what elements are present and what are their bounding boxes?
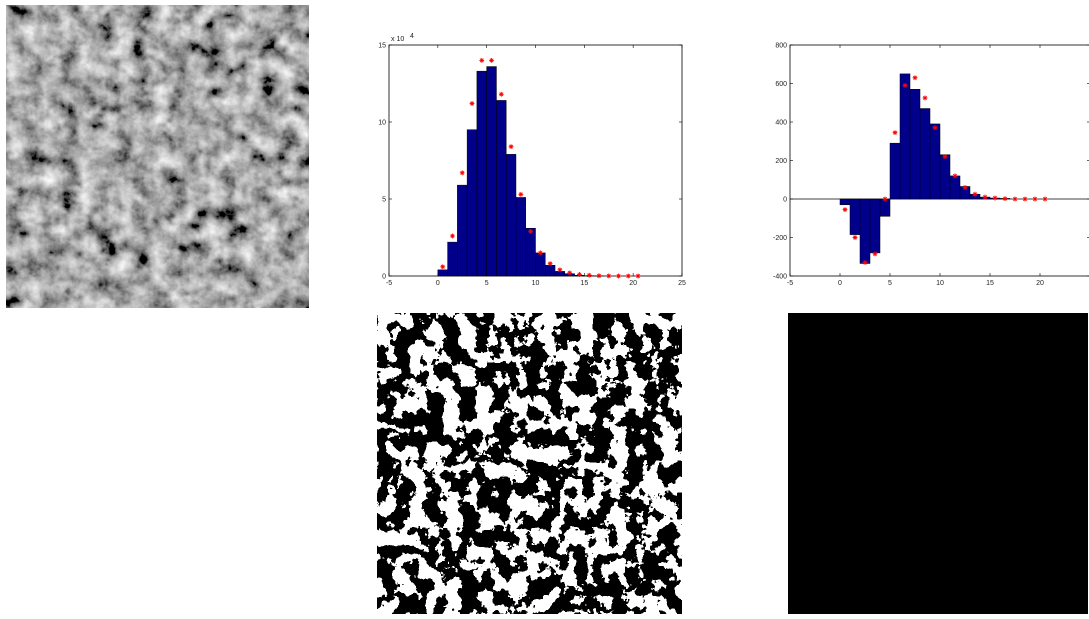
data-point-marker — [508, 144, 514, 150]
bar — [447, 241, 458, 277]
bar — [839, 198, 851, 206]
y-tick-label: 0 — [783, 197, 787, 204]
bar — [909, 89, 921, 200]
data-point-marker — [586, 272, 592, 278]
bar — [879, 198, 891, 217]
y-tick-label: -200 — [773, 235, 787, 242]
x-tick-label: 20 — [629, 280, 637, 287]
texture-image — [6, 5, 309, 308]
data-point-marker — [469, 101, 475, 106]
bar — [859, 198, 871, 264]
data-point-marker — [498, 91, 504, 97]
data-point-marker — [872, 251, 878, 257]
bar — [545, 264, 556, 277]
data-point-marker — [902, 83, 908, 88]
data-point-marker — [528, 228, 534, 234]
bar — [919, 108, 931, 200]
y-tick-label: 0 — [382, 274, 386, 281]
bar — [929, 123, 941, 200]
data-point-marker — [852, 235, 858, 240]
binary-image-low-threshold — [6, 313, 309, 614]
x-tick-label: 5 — [485, 280, 489, 287]
binary-image-mid-threshold — [377, 313, 682, 614]
data-point-marker — [489, 58, 494, 63]
data-point-marker — [518, 191, 524, 197]
y-tick-label: 200 — [775, 158, 787, 165]
data-point-marker — [912, 75, 918, 81]
data-point-marker — [932, 125, 938, 131]
data-point-marker — [440, 264, 446, 270]
data-point-marker — [459, 170, 465, 176]
data-point-marker — [567, 270, 573, 276]
x-tick-label: -5 — [386, 280, 392, 287]
bar — [899, 73, 911, 200]
data-point-marker — [547, 261, 553, 267]
bar — [496, 100, 507, 277]
data-point-marker — [616, 273, 621, 279]
data-point-marker — [1032, 196, 1038, 202]
bar — [505, 154, 517, 277]
data-point-marker — [635, 273, 641, 279]
data-point-marker — [537, 250, 543, 256]
data-point-marker — [606, 273, 612, 279]
data-point-marker — [450, 233, 455, 239]
bar — [457, 184, 468, 277]
y-tick-label: 400 — [775, 120, 787, 127]
bar — [869, 198, 881, 254]
y-axis-multiplier: x 10 — [391, 36, 404, 43]
bar — [939, 154, 951, 200]
y-tick-label: 5 — [382, 197, 386, 204]
data-point-marker — [557, 267, 563, 273]
data-point-marker — [1022, 196, 1028, 202]
y-tick-label: -400 — [773, 274, 787, 281]
data-point-marker — [892, 130, 898, 135]
binary-image-high-threshold — [788, 313, 1088, 614]
data-point-marker — [1042, 196, 1048, 202]
x-tick-label: 15 — [580, 280, 588, 287]
y-tick-label: 800 — [775, 43, 787, 50]
data-point-marker — [942, 154, 948, 160]
data-point-marker — [922, 95, 928, 101]
bar — [849, 198, 861, 235]
x-tick-label: -5 — [787, 280, 793, 287]
x-tick-label: 20 — [1036, 280, 1044, 287]
data-point-marker — [625, 273, 631, 279]
data-point-marker — [842, 207, 848, 212]
bar — [437, 269, 448, 277]
data-point-marker — [882, 196, 888, 202]
data-point-marker — [862, 260, 868, 265]
bar — [949, 175, 961, 200]
y-tick-label: 10 — [378, 120, 386, 127]
x-tick-label: 0 — [436, 280, 440, 287]
histogram-chart: -5 0 5 10 15 20 25 0 5 10 15 x 10 4 — [360, 33, 700, 303]
data-point-marker — [1002, 196, 1008, 202]
x-tick-label: 10 — [936, 280, 944, 287]
x-tick-label: 15 — [986, 280, 994, 287]
y-axis-multiplier-exponent: 4 — [410, 33, 414, 40]
bar — [889, 142, 901, 200]
y-tick-label: 600 — [775, 81, 787, 88]
data-point-marker — [992, 195, 998, 201]
bar — [535, 252, 546, 277]
data-point-marker — [577, 272, 582, 277]
data-point-marker — [952, 173, 958, 179]
bar — [486, 66, 497, 277]
bar — [466, 129, 478, 277]
bar — [525, 228, 536, 277]
data-point-marker — [1012, 196, 1018, 202]
data-point-marker — [596, 273, 602, 279]
data-point-marker — [479, 58, 485, 63]
difference-chart: -5 0 5 10 15 20 -400 -200 0 200 400 600 800 — [760, 38, 1089, 303]
data-point-marker — [982, 194, 988, 200]
bar — [515, 197, 526, 277]
bar — [476, 70, 487, 277]
y-tick-label: 15 — [378, 43, 386, 50]
data-point-marker — [972, 191, 978, 197]
x-tick-label: 5 — [888, 280, 892, 287]
x-tick-label: 0 — [838, 280, 842, 287]
x-tick-label: 10 — [532, 280, 540, 287]
x-tick-label: 25 — [678, 280, 686, 287]
data-point-marker — [962, 185, 968, 190]
